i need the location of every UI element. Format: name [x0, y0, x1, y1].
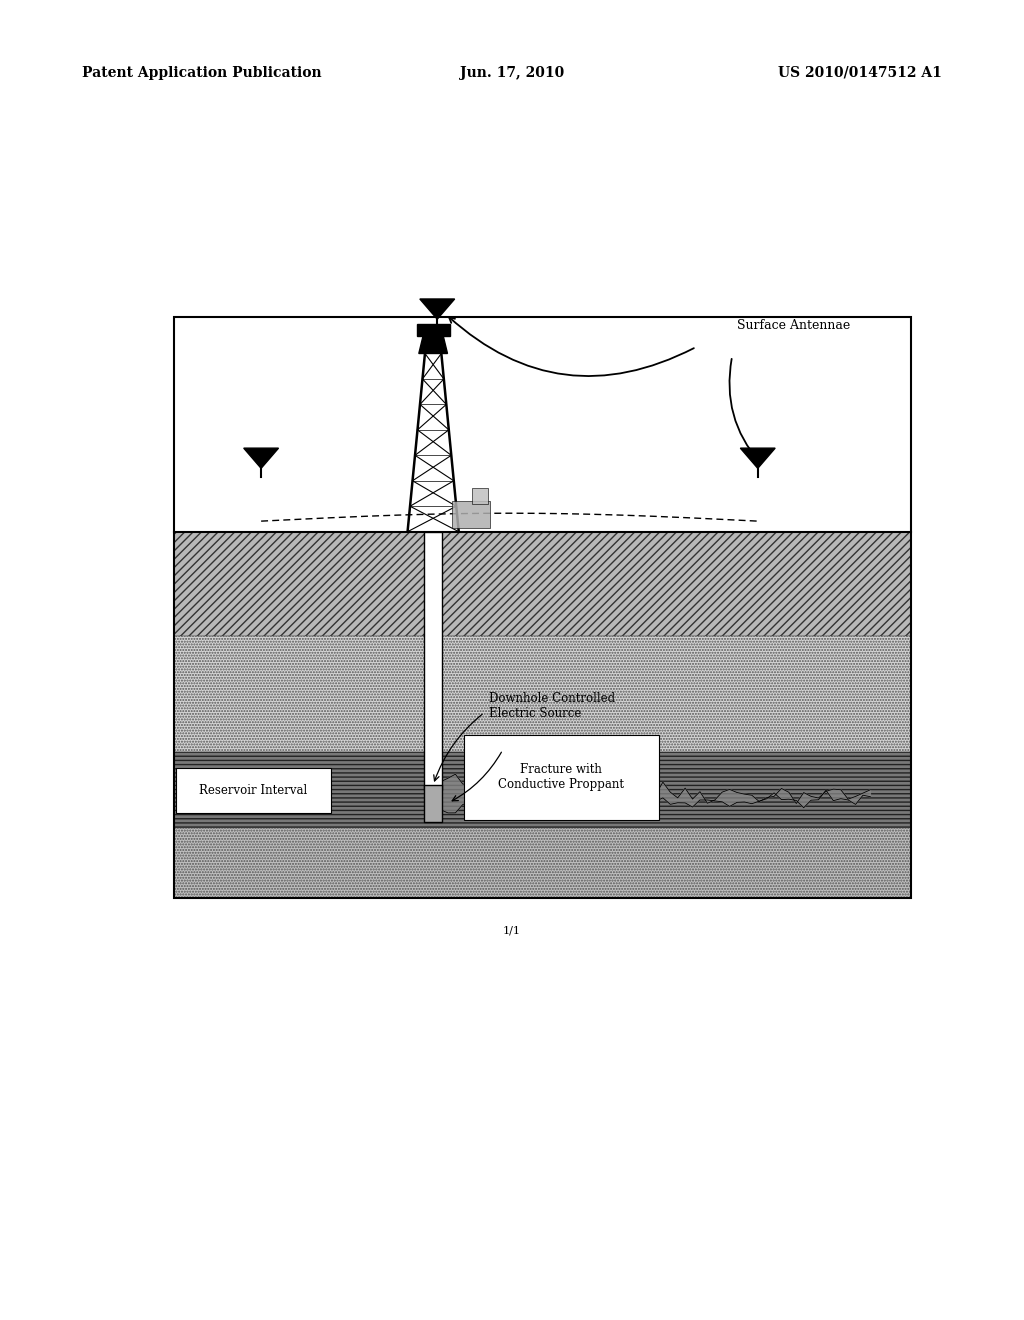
- Polygon shape: [740, 449, 775, 469]
- Text: US 2010/0147512 A1: US 2010/0147512 A1: [778, 66, 942, 79]
- Bar: [424, 785, 442, 822]
- Bar: [174, 532, 911, 636]
- Bar: [174, 317, 911, 532]
- Text: Reservoir Interval: Reservoir Interval: [199, 784, 307, 797]
- Polygon shape: [419, 333, 447, 354]
- Polygon shape: [417, 325, 450, 337]
- Polygon shape: [426, 791, 440, 817]
- Polygon shape: [420, 300, 455, 319]
- Polygon shape: [244, 449, 279, 469]
- Polygon shape: [452, 502, 490, 528]
- Bar: [174, 752, 911, 828]
- Text: 1/1: 1/1: [503, 925, 521, 936]
- Bar: [174, 317, 911, 898]
- Polygon shape: [424, 532, 442, 791]
- Text: Jun. 17, 2010: Jun. 17, 2010: [460, 66, 564, 79]
- Bar: [174, 636, 911, 752]
- FancyBboxPatch shape: [176, 768, 331, 813]
- Text: Downhole Controlled
Electric Source: Downhole Controlled Electric Source: [489, 692, 615, 719]
- Polygon shape: [472, 488, 488, 504]
- Polygon shape: [433, 775, 870, 814]
- FancyBboxPatch shape: [464, 735, 659, 820]
- Text: Surface Antennae: Surface Antennae: [737, 319, 851, 333]
- Text: Fracture with
Conductive Proppant: Fracture with Conductive Proppant: [498, 763, 625, 792]
- Bar: [174, 828, 911, 898]
- Text: FIG. 1: FIG. 1: [407, 488, 454, 502]
- Text: Patent Application Publication: Patent Application Publication: [82, 66, 322, 79]
